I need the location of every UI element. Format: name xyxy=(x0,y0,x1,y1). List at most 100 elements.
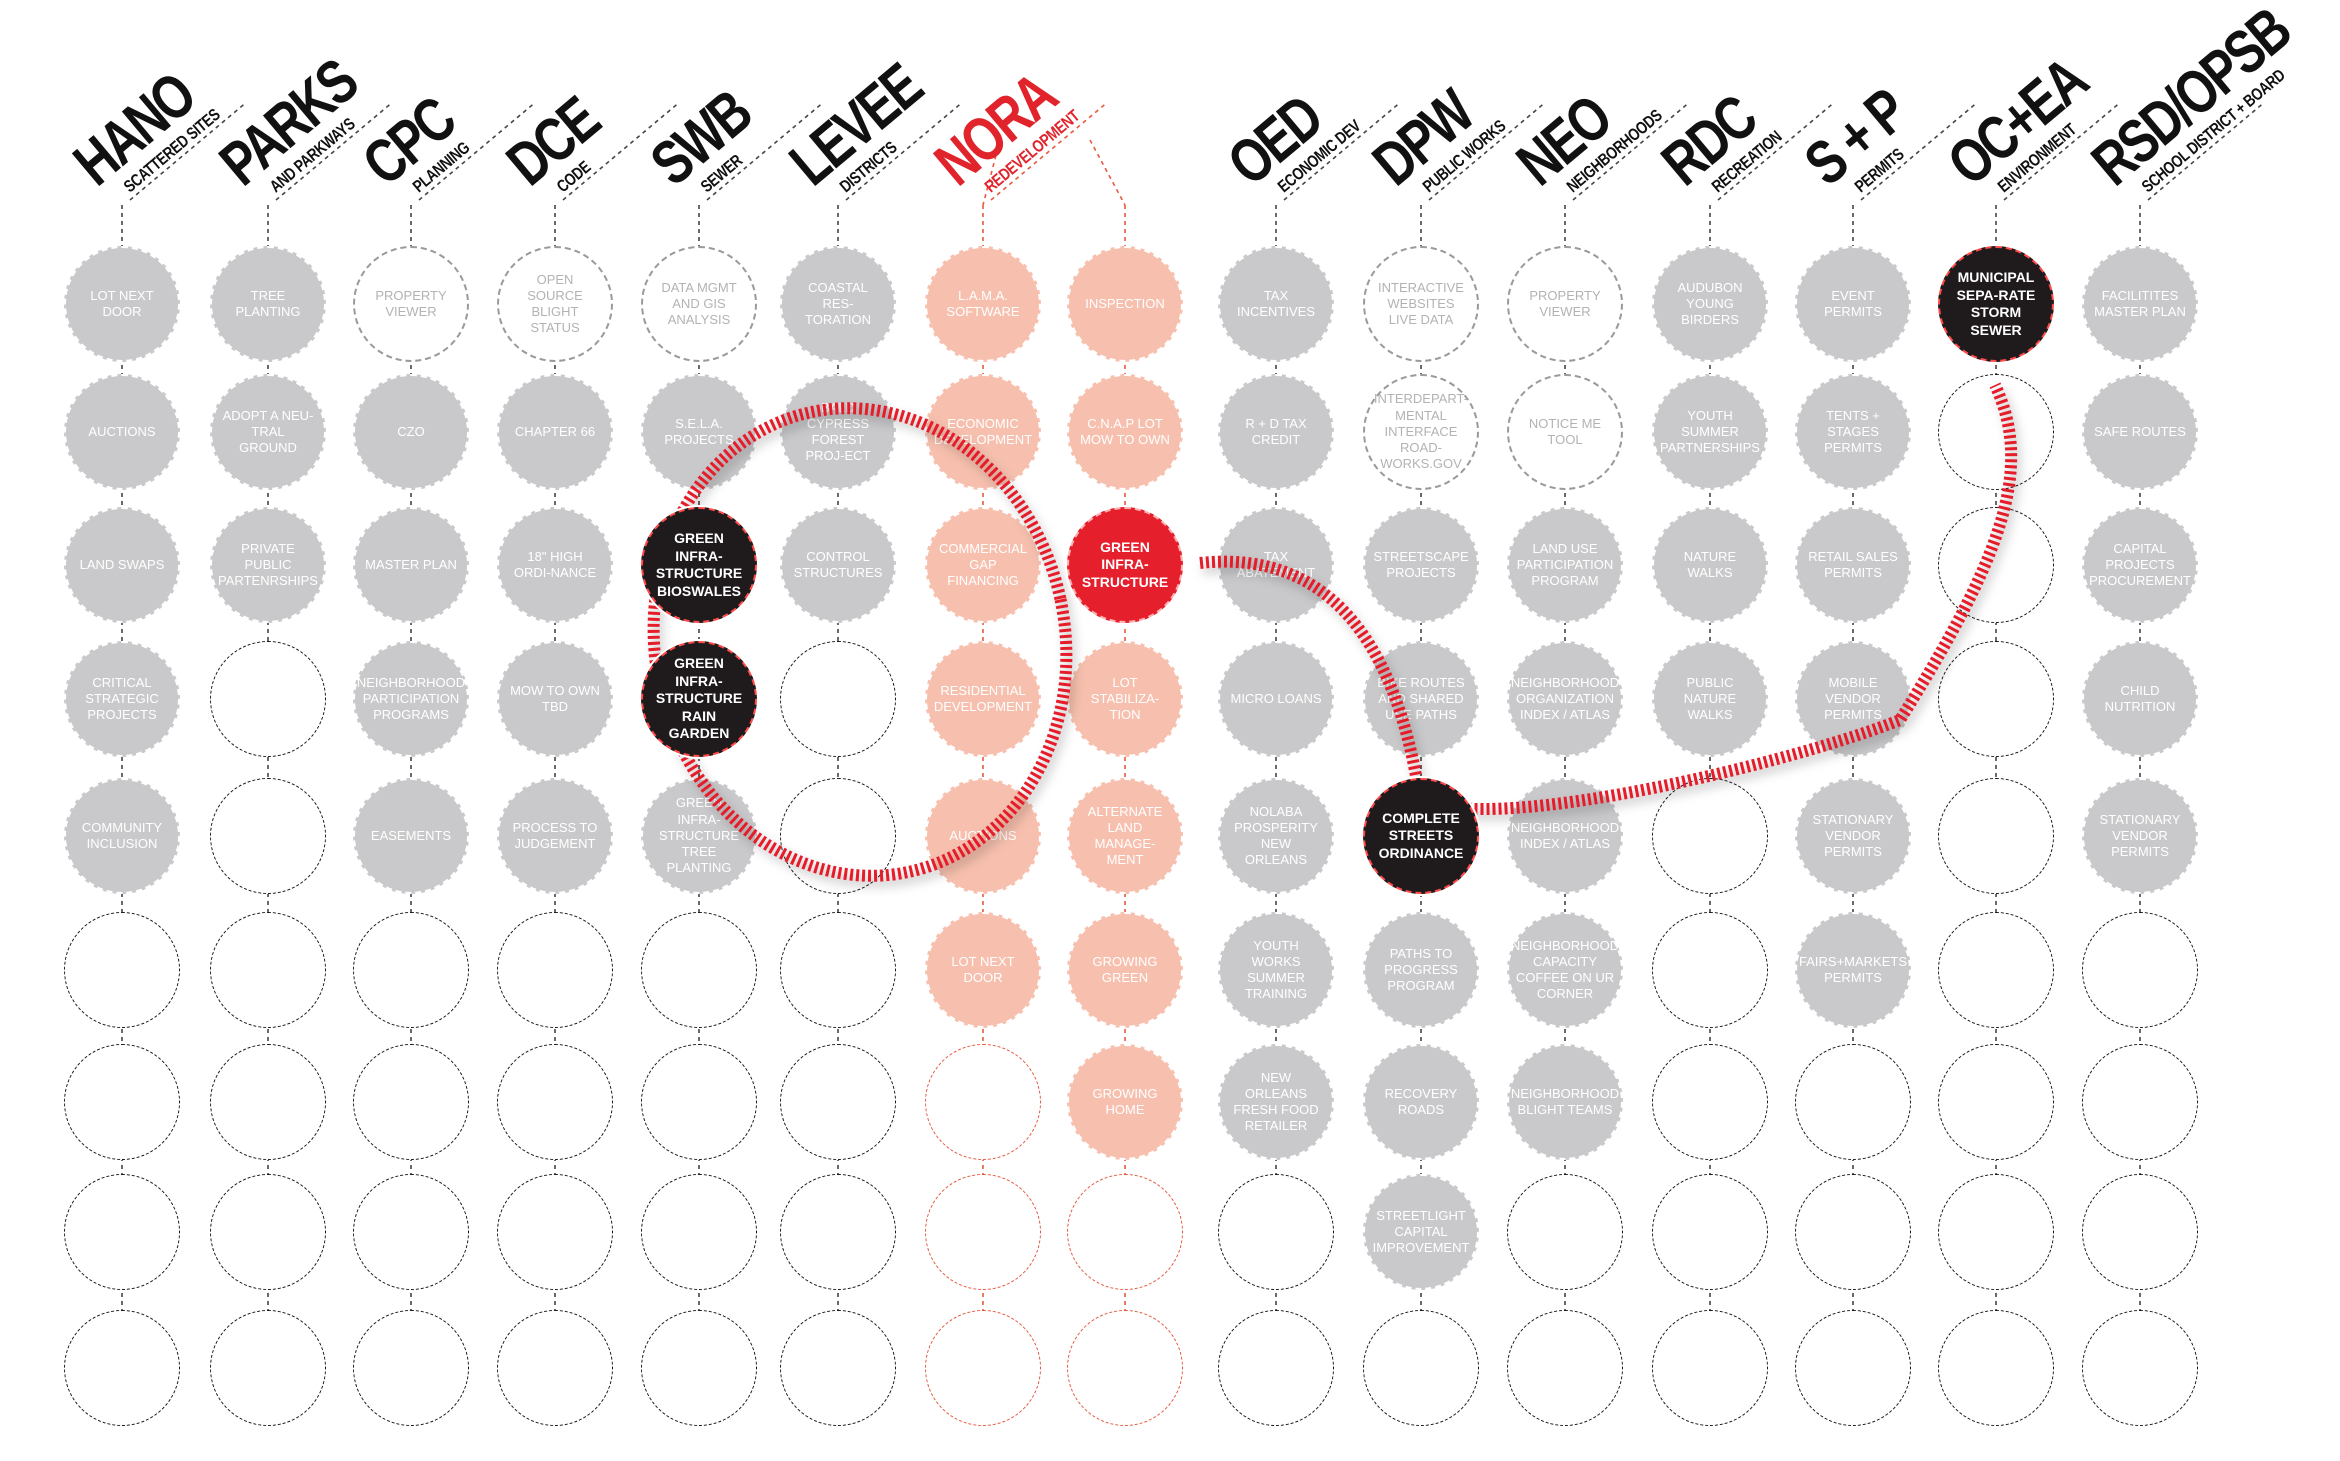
empty-node xyxy=(1067,1174,1183,1290)
program-node: PATHS TO PROGRESS PROGRAM xyxy=(1363,912,1479,1028)
empty-node xyxy=(1938,1310,2054,1426)
header-leader xyxy=(2147,102,2264,201)
program-node-label: COMMERCIAL GAP FINANCING xyxy=(938,540,1028,589)
empty-node xyxy=(780,778,896,894)
program-node-label: LOT NEXT DOOR xyxy=(951,953,1015,985)
program-node: PROPERTY VIEWER xyxy=(353,246,469,362)
program-node: CHAPTER 66 xyxy=(497,374,613,490)
program-node-label: TREE PLANTING xyxy=(235,287,301,319)
program-node: BIKE ROUTES AND SHARED USE PATHS xyxy=(1363,641,1479,757)
program-node-label: PROPERTY VIEWER xyxy=(1529,287,1601,319)
program-node: AUCTIONS xyxy=(64,374,180,490)
program-node: COMPLETE STREETS ORDINANCE xyxy=(1363,778,1479,894)
program-node: L.A.M.A. SOFTWARE xyxy=(925,246,1041,362)
program-node-label: GREEN INFRA-STRUCTURE xyxy=(1081,538,1169,590)
program-node: GREEN INFRA-STRUCTURE TREE PLANTING xyxy=(641,778,757,894)
program-node-label: TENTS + STAGES PERMITS xyxy=(1824,407,1882,456)
program-node-label: NOTICE ME TOOL xyxy=(1528,415,1602,447)
empty-node xyxy=(1652,1310,1768,1426)
program-node-label: CHILD NUTRITION xyxy=(2104,682,2176,714)
program-node: MOW to OWN TBD xyxy=(497,641,613,757)
program-node-label: MASTER PLAN xyxy=(365,556,457,572)
program-node-label: STREETSCAPE PROJECTS xyxy=(1373,548,1469,580)
program-node: SAFE ROUTES xyxy=(2082,374,2198,490)
program-node-label: PATHS TO PROGRESS PROGRAM xyxy=(1384,945,1458,994)
empty-node xyxy=(1938,1174,2054,1290)
program-node: LOT STABILIZA-TION xyxy=(1067,641,1183,757)
program-node-label: NEIGHBORHOOD CAPACITY COFFEE ON UR CORNE… xyxy=(1510,937,1620,1002)
empty-node xyxy=(2082,1310,2198,1426)
empty-node xyxy=(64,1310,180,1426)
program-node-label: GROWING GREEN xyxy=(1092,953,1158,985)
empty-node xyxy=(1218,1310,1334,1426)
program-node-label: NEIGHBORHOOD INDEX / ATLAS xyxy=(1510,819,1620,851)
header-leader xyxy=(845,102,962,201)
nora-leader xyxy=(982,139,1001,206)
program-node: MASTER PLAN xyxy=(353,507,469,623)
program-node: AUCTIONS xyxy=(925,778,1041,894)
empty-node xyxy=(641,912,757,1028)
empty-node xyxy=(925,1310,1041,1426)
header-leader xyxy=(1572,102,1689,201)
program-node-label: TAX INCENTIVES xyxy=(1236,287,1315,319)
empty-node xyxy=(210,641,326,757)
program-node-label: GROWING HOME xyxy=(1092,1085,1158,1117)
program-node: TENTS + STAGES PERMITS xyxy=(1795,374,1911,490)
program-node: NOLABA PROSPERITY NEW ORLEANS xyxy=(1218,778,1334,894)
empty-node xyxy=(925,1044,1041,1160)
program-node-label: C.N.A.P LOT MOW to OWN xyxy=(1080,415,1170,447)
empty-node xyxy=(210,912,326,1028)
program-node: YOUTH SUMMER PARTNERSHIPS xyxy=(1652,374,1768,490)
empty-node xyxy=(780,1310,896,1426)
program-node: NEW ORLEANS FRESH FOOD RETAILER xyxy=(1218,1044,1334,1160)
program-node: MUNICIPAL SEPA-RATE STORM SEWER xyxy=(1938,246,2054,362)
header-leader xyxy=(1860,102,1977,201)
empty-node xyxy=(780,641,896,757)
header-leader xyxy=(1428,102,1545,201)
empty-node xyxy=(353,912,469,1028)
program-node: STATIONARY VENDOR PERMITS xyxy=(2082,778,2198,894)
program-node: ALTERNATE LAND MANAGE-MENT xyxy=(1067,778,1183,894)
program-node-label: INTERACTIVE WEBSITES LIVE DATA xyxy=(1378,279,1464,328)
program-node-label: ADOPT A NEU-TRAL GROUND xyxy=(222,407,314,456)
empty-node xyxy=(780,912,896,1028)
program-node: INTERDEPART-MENTAL INTERFACE ROAD-WORKS.… xyxy=(1363,374,1479,490)
empty-node xyxy=(641,1174,757,1290)
program-node: MICRO LOANS xyxy=(1218,641,1334,757)
program-node-label: COMPLETE STREETS ORDINANCE xyxy=(1378,809,1464,861)
program-node-label: GREEN INFRA-STRUCTURE BIOSWALES xyxy=(655,530,743,599)
program-node-label: NEIGHBORHOOD PARTICIPATION PROGRAMS xyxy=(356,674,466,723)
program-node-label: AUDUBON YOUNG BIRDERS xyxy=(1677,279,1743,328)
program-node: NATURE WALKS xyxy=(1652,507,1768,623)
program-node-label: NEW ORLEANS FRESH FOOD RETAILER xyxy=(1233,1069,1319,1134)
empty-node xyxy=(353,1310,469,1426)
empty-node xyxy=(1938,778,2054,894)
header-leader xyxy=(1717,102,1834,201)
empty-node xyxy=(780,1174,896,1290)
header-leader xyxy=(418,102,535,201)
program-node: R + D TAX CREDIT xyxy=(1218,374,1334,490)
program-node-label: FACILITITES MASTER PLAN xyxy=(2094,287,2186,319)
program-node-label: YOUTH WORKS SUMMER TRAINING xyxy=(1244,937,1308,1002)
program-node: ECONOMIC DEVELOPMENT xyxy=(925,374,1041,490)
program-node-label: R + D TAX CREDIT xyxy=(1245,415,1307,447)
program-node-label: NEIGHBORHOOD ORGANIZATION INDEX / ATLAS xyxy=(1510,674,1620,723)
program-node-label: ALTERNATE LAND MANAGE-MENT xyxy=(1087,803,1163,868)
header-leader xyxy=(562,102,679,201)
program-node-label: PROCESS to JUDGEMENT xyxy=(512,819,598,851)
empty-node xyxy=(641,1310,757,1426)
empty-node xyxy=(1652,912,1768,1028)
program-node: TAX INCENTIVES xyxy=(1218,246,1334,362)
empty-node xyxy=(925,1174,1041,1290)
header-leader xyxy=(129,102,246,201)
empty-node xyxy=(1507,1174,1623,1290)
program-node: COMMERCIAL GAP FINANCING xyxy=(925,507,1041,623)
program-node: NEIGHBORHOOD ORGANIZATION INDEX / ATLAS xyxy=(1507,641,1623,757)
program-node-label: COMMUNITY INCLUSION xyxy=(81,819,163,851)
empty-node xyxy=(64,912,180,1028)
program-node: COASTAL RES-TORATION xyxy=(780,246,896,362)
program-node-label: MICRO LOANS xyxy=(1230,690,1322,706)
program-node: LOT NEXT DOOR xyxy=(64,246,180,362)
program-node: TREE PLANTING xyxy=(210,246,326,362)
program-node: RESIDENTIAL DEVELOPMENT xyxy=(925,641,1041,757)
